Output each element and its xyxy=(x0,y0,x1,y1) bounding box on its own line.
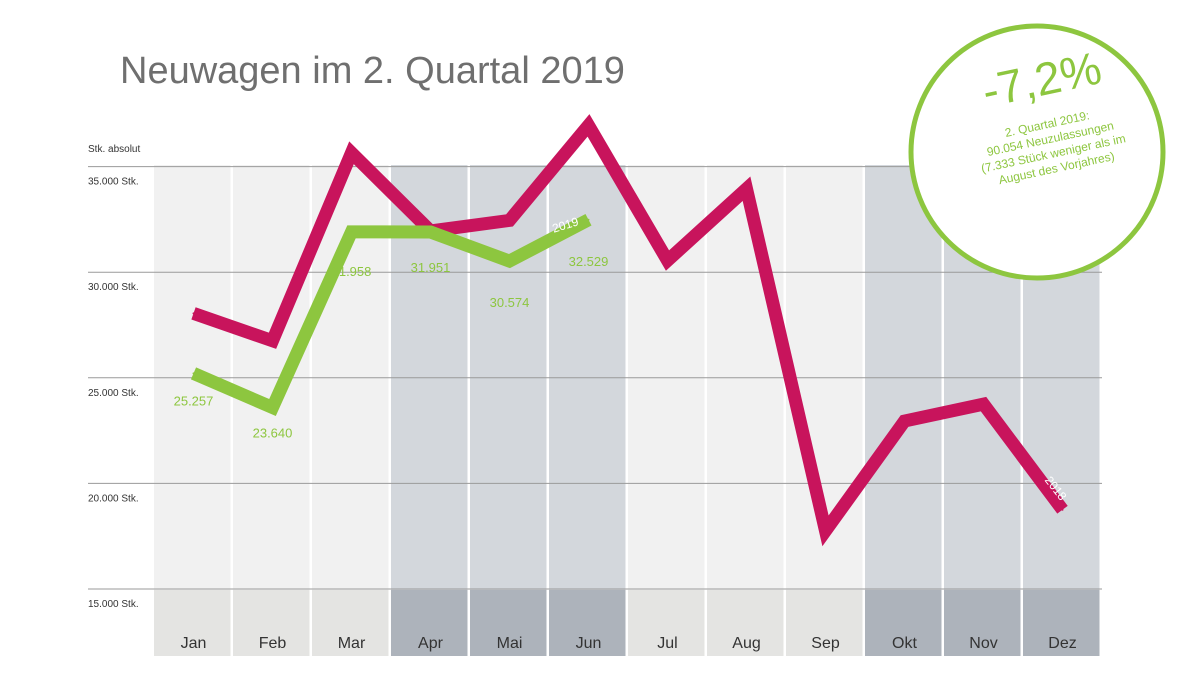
chart-title: Neuwagen im 2. Quartal 2019 xyxy=(120,50,625,92)
data-point xyxy=(982,403,985,406)
month-band xyxy=(233,590,310,656)
month-band xyxy=(549,590,626,656)
data-point xyxy=(1061,508,1064,511)
data-label: 31.958 xyxy=(332,264,372,279)
data-point xyxy=(745,187,748,190)
month-band xyxy=(865,590,942,656)
data-label: 23.640 xyxy=(253,426,293,441)
data-label: 31.951 xyxy=(411,260,451,275)
month-band xyxy=(391,590,468,656)
data-point xyxy=(192,372,195,375)
month-label: Mai xyxy=(497,635,523,652)
month-label: Mar xyxy=(338,635,366,652)
data-point xyxy=(271,339,274,342)
data-point xyxy=(350,230,353,233)
month-label: Okt xyxy=(892,635,917,652)
x-axis-ticks: Jan Feb Mar Apr Mai Jun Jul Aug Sep Okt Nov Dez xyxy=(181,635,1077,652)
data-point xyxy=(587,218,590,221)
month-band xyxy=(944,590,1021,656)
y-tick-label: 25.000 Stk. xyxy=(88,388,139,399)
month-band xyxy=(154,590,231,656)
data-point xyxy=(508,219,511,222)
y-axis-ticks: 15.000 Stk. 20.000 Stk. 25.000 Stk. 30.000 … xyxy=(88,177,139,610)
month-label: Feb xyxy=(259,635,287,652)
month-band xyxy=(470,590,547,656)
y-tick-label: 15.000 Stk. xyxy=(88,599,139,610)
data-point xyxy=(666,259,669,262)
month-label: Aug xyxy=(732,635,760,652)
y-tick-label: 35.000 Stk. xyxy=(88,177,139,188)
y-tick-label: 30.000 Stk. xyxy=(88,282,139,293)
month-label: Jul xyxy=(657,635,677,652)
data-label: 25.257 xyxy=(174,393,214,408)
y-axis-unit-label: Stk. absolut xyxy=(88,144,140,155)
summary-badge: -7,2% 2. Quartal 2019:90.054 Neuzulassun… xyxy=(908,23,1166,281)
data-point xyxy=(429,230,432,233)
month-label: Jan xyxy=(181,635,207,652)
month-label: Sep xyxy=(811,635,840,652)
data-point xyxy=(192,312,195,315)
month-band xyxy=(707,590,784,656)
data-point xyxy=(350,151,353,154)
data-point xyxy=(903,420,906,423)
series-line-2019 xyxy=(190,214,592,417)
month-band xyxy=(1023,590,1100,656)
data-point xyxy=(271,406,274,409)
month-band xyxy=(628,590,705,656)
series-line-2018 xyxy=(191,114,1068,547)
y-tick-label: 20.000 Stk. xyxy=(88,493,139,504)
data-point xyxy=(824,529,827,532)
data-label: 30.574 xyxy=(490,295,530,310)
series-lines xyxy=(190,114,1068,547)
month-label: Dez xyxy=(1048,635,1076,652)
month-label: Jun xyxy=(576,635,602,652)
data-point xyxy=(508,260,511,263)
month-label: Apr xyxy=(418,635,444,652)
month-band xyxy=(312,590,389,656)
badge-circle xyxy=(908,23,1166,281)
data-point xyxy=(587,124,590,127)
data-label: 32.529 xyxy=(569,254,609,269)
month-band xyxy=(786,590,863,656)
month-label: Nov xyxy=(969,635,997,652)
